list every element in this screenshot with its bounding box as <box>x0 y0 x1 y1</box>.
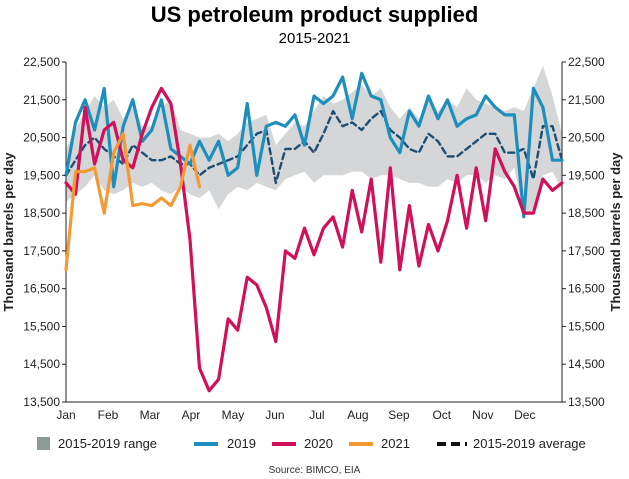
range-band <box>66 65 562 217</box>
y-tick-label-left: 16,500 <box>23 282 60 296</box>
series-2019-line <box>64 71 564 219</box>
series-average-line <box>64 109 564 185</box>
series-2021-line <box>64 132 202 272</box>
y-tick-label-right: 20,500 <box>568 131 605 145</box>
y-tick-label-left: 19,500 <box>23 168 60 182</box>
y-tick-label-right: 16,500 <box>568 282 605 296</box>
y-tick-label-right: 14,500 <box>568 357 605 371</box>
legend-label-range: 2015-2019 range <box>58 436 157 451</box>
y-tick-label-left: 22,500 <box>23 55 60 69</box>
x-tick-label: May <box>222 408 245 422</box>
y-tick-label-left: 15,500 <box>23 319 60 333</box>
chart-subtitle: 2015-2021 <box>279 30 351 47</box>
x-axis: Jan Feb Mar Apr May Jun Jul Aug Sep Oct Nov Dec <box>56 408 535 422</box>
x-tick-label: Mar <box>140 408 161 422</box>
y-tick-label-right: 22,500 <box>568 55 605 69</box>
legend-label-2020: 2020 <box>304 436 333 451</box>
y-tick-label-right: 21,500 <box>568 93 605 107</box>
plot-area <box>64 62 564 403</box>
x-tick-label: Jun <box>265 408 284 422</box>
legend-label-2021: 2021 <box>381 436 410 451</box>
x-tick-label: Apr <box>182 408 201 422</box>
y-tick-label-left: 14,500 <box>23 357 60 371</box>
x-tick-label: Nov <box>472 408 493 422</box>
y-tick-label-right: 19,500 <box>568 168 605 182</box>
y-tick-label-right: 18,500 <box>568 206 605 220</box>
x-tick-label: Sep <box>388 408 410 422</box>
y-axis-title-right: Thousand barrels per day <box>608 152 623 312</box>
series-2020-line <box>64 86 564 393</box>
x-tick-label: Feb <box>98 408 119 422</box>
y-tick-label-right: 13,500 <box>568 395 605 409</box>
legend: 2015-2019 range 2019 2020 2021 2015-2019… <box>37 436 586 451</box>
legend-swatch-range <box>37 437 50 450</box>
y-tick-label-right: 15,500 <box>568 319 605 333</box>
x-tick-label: Dec <box>514 408 535 422</box>
y-tick-label-left: 17,500 <box>23 244 60 258</box>
x-tick-label: Aug <box>347 408 368 422</box>
legend-label-2019: 2019 <box>227 436 256 451</box>
chart-title: US petroleum product supplied <box>151 2 479 27</box>
x-tick-label: Jan <box>56 408 75 422</box>
y-axis-left: 13,500 14,500 15,500 16,500 17,500 18,500 19,5… <box>23 55 66 409</box>
source-note: Source: BIMCO, EIA <box>269 465 361 476</box>
y-tick-label-left: 13,500 <box>23 395 60 409</box>
y-tick-label-left: 21,500 <box>23 93 60 107</box>
y-tick-label-right: 17,500 <box>568 244 605 258</box>
y-tick-label-left: 20,500 <box>23 131 60 145</box>
x-tick-label: Jul <box>309 408 324 422</box>
x-tick-label: Oct <box>432 408 451 422</box>
y-axis-title-left: Thousand barrels per day <box>1 152 16 312</box>
y-axis-right: 13,500 14,500 15,500 16,500 17,500 18,500 19,5… <box>562 55 605 409</box>
legend-label-average: 2015-2019 average <box>473 436 586 451</box>
y-tick-label-left: 18,500 <box>23 206 60 220</box>
